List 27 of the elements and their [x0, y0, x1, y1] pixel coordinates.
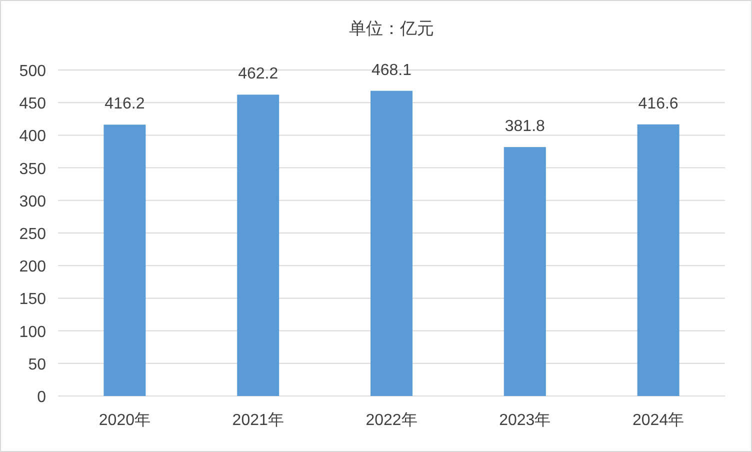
- x-tick-label: 2022年: [366, 412, 418, 429]
- chart-title: 单位：亿元: [349, 19, 434, 38]
- data-label: 462.2: [238, 66, 278, 83]
- bar: [504, 147, 546, 396]
- x-tick-label: 2021年: [232, 412, 284, 429]
- x-tick-label: 2023年: [499, 412, 551, 429]
- y-tick-label: 150: [19, 291, 46, 308]
- y-tick-label: 200: [19, 258, 46, 276]
- data-label: 381.8: [504, 118, 546, 136]
- y-tick-label: 50: [28, 356, 46, 374]
- y-tick-label: 250: [19, 226, 46, 243]
- data-label: 416.6: [638, 95, 678, 112]
- bar: [104, 124, 146, 396]
- data-label: 468.1: [371, 62, 412, 79]
- x-tick-label: 2024年: [632, 412, 684, 429]
- data-label: 416.2: [104, 96, 145, 113]
- x-tick-label: 2020年: [98, 412, 150, 429]
- y-tick-label: 350: [19, 160, 46, 178]
- y-tick-label: 400: [19, 128, 46, 146]
- bar: [370, 90, 412, 396]
- y-tick-label: 0: [37, 389, 46, 406]
- y-tick-label: 500: [19, 63, 46, 80]
- bar: [237, 94, 280, 396]
- bar: [637, 124, 680, 396]
- y-tick-label: 300: [19, 193, 46, 210]
- y-tick-label: 450: [19, 96, 46, 113]
- y-tick-label: 100: [19, 324, 46, 341]
